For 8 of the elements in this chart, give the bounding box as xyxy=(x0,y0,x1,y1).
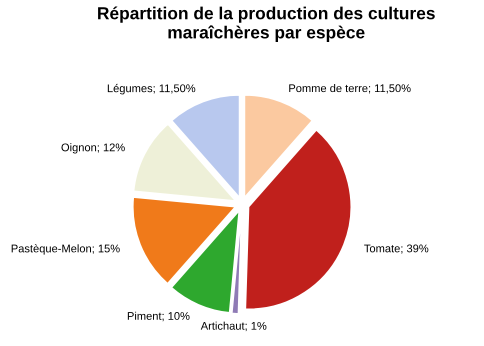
slice-label: Oignon; 12% xyxy=(61,143,125,154)
slice-label: Tomate; 39% xyxy=(364,244,428,254)
slice-label: Piment; 10% xyxy=(128,312,190,322)
chart-title: Répartition de la production des cultures maraîchères par espèce xyxy=(98,6,435,42)
slice-label: Pomme de terre; 11,50% xyxy=(289,84,411,94)
slice-label: Légumes; 11,50% xyxy=(108,84,196,94)
slice-label: Pastèque-Melon; 15% xyxy=(12,244,120,255)
slice-label: Artichaut; 1% xyxy=(200,322,266,332)
